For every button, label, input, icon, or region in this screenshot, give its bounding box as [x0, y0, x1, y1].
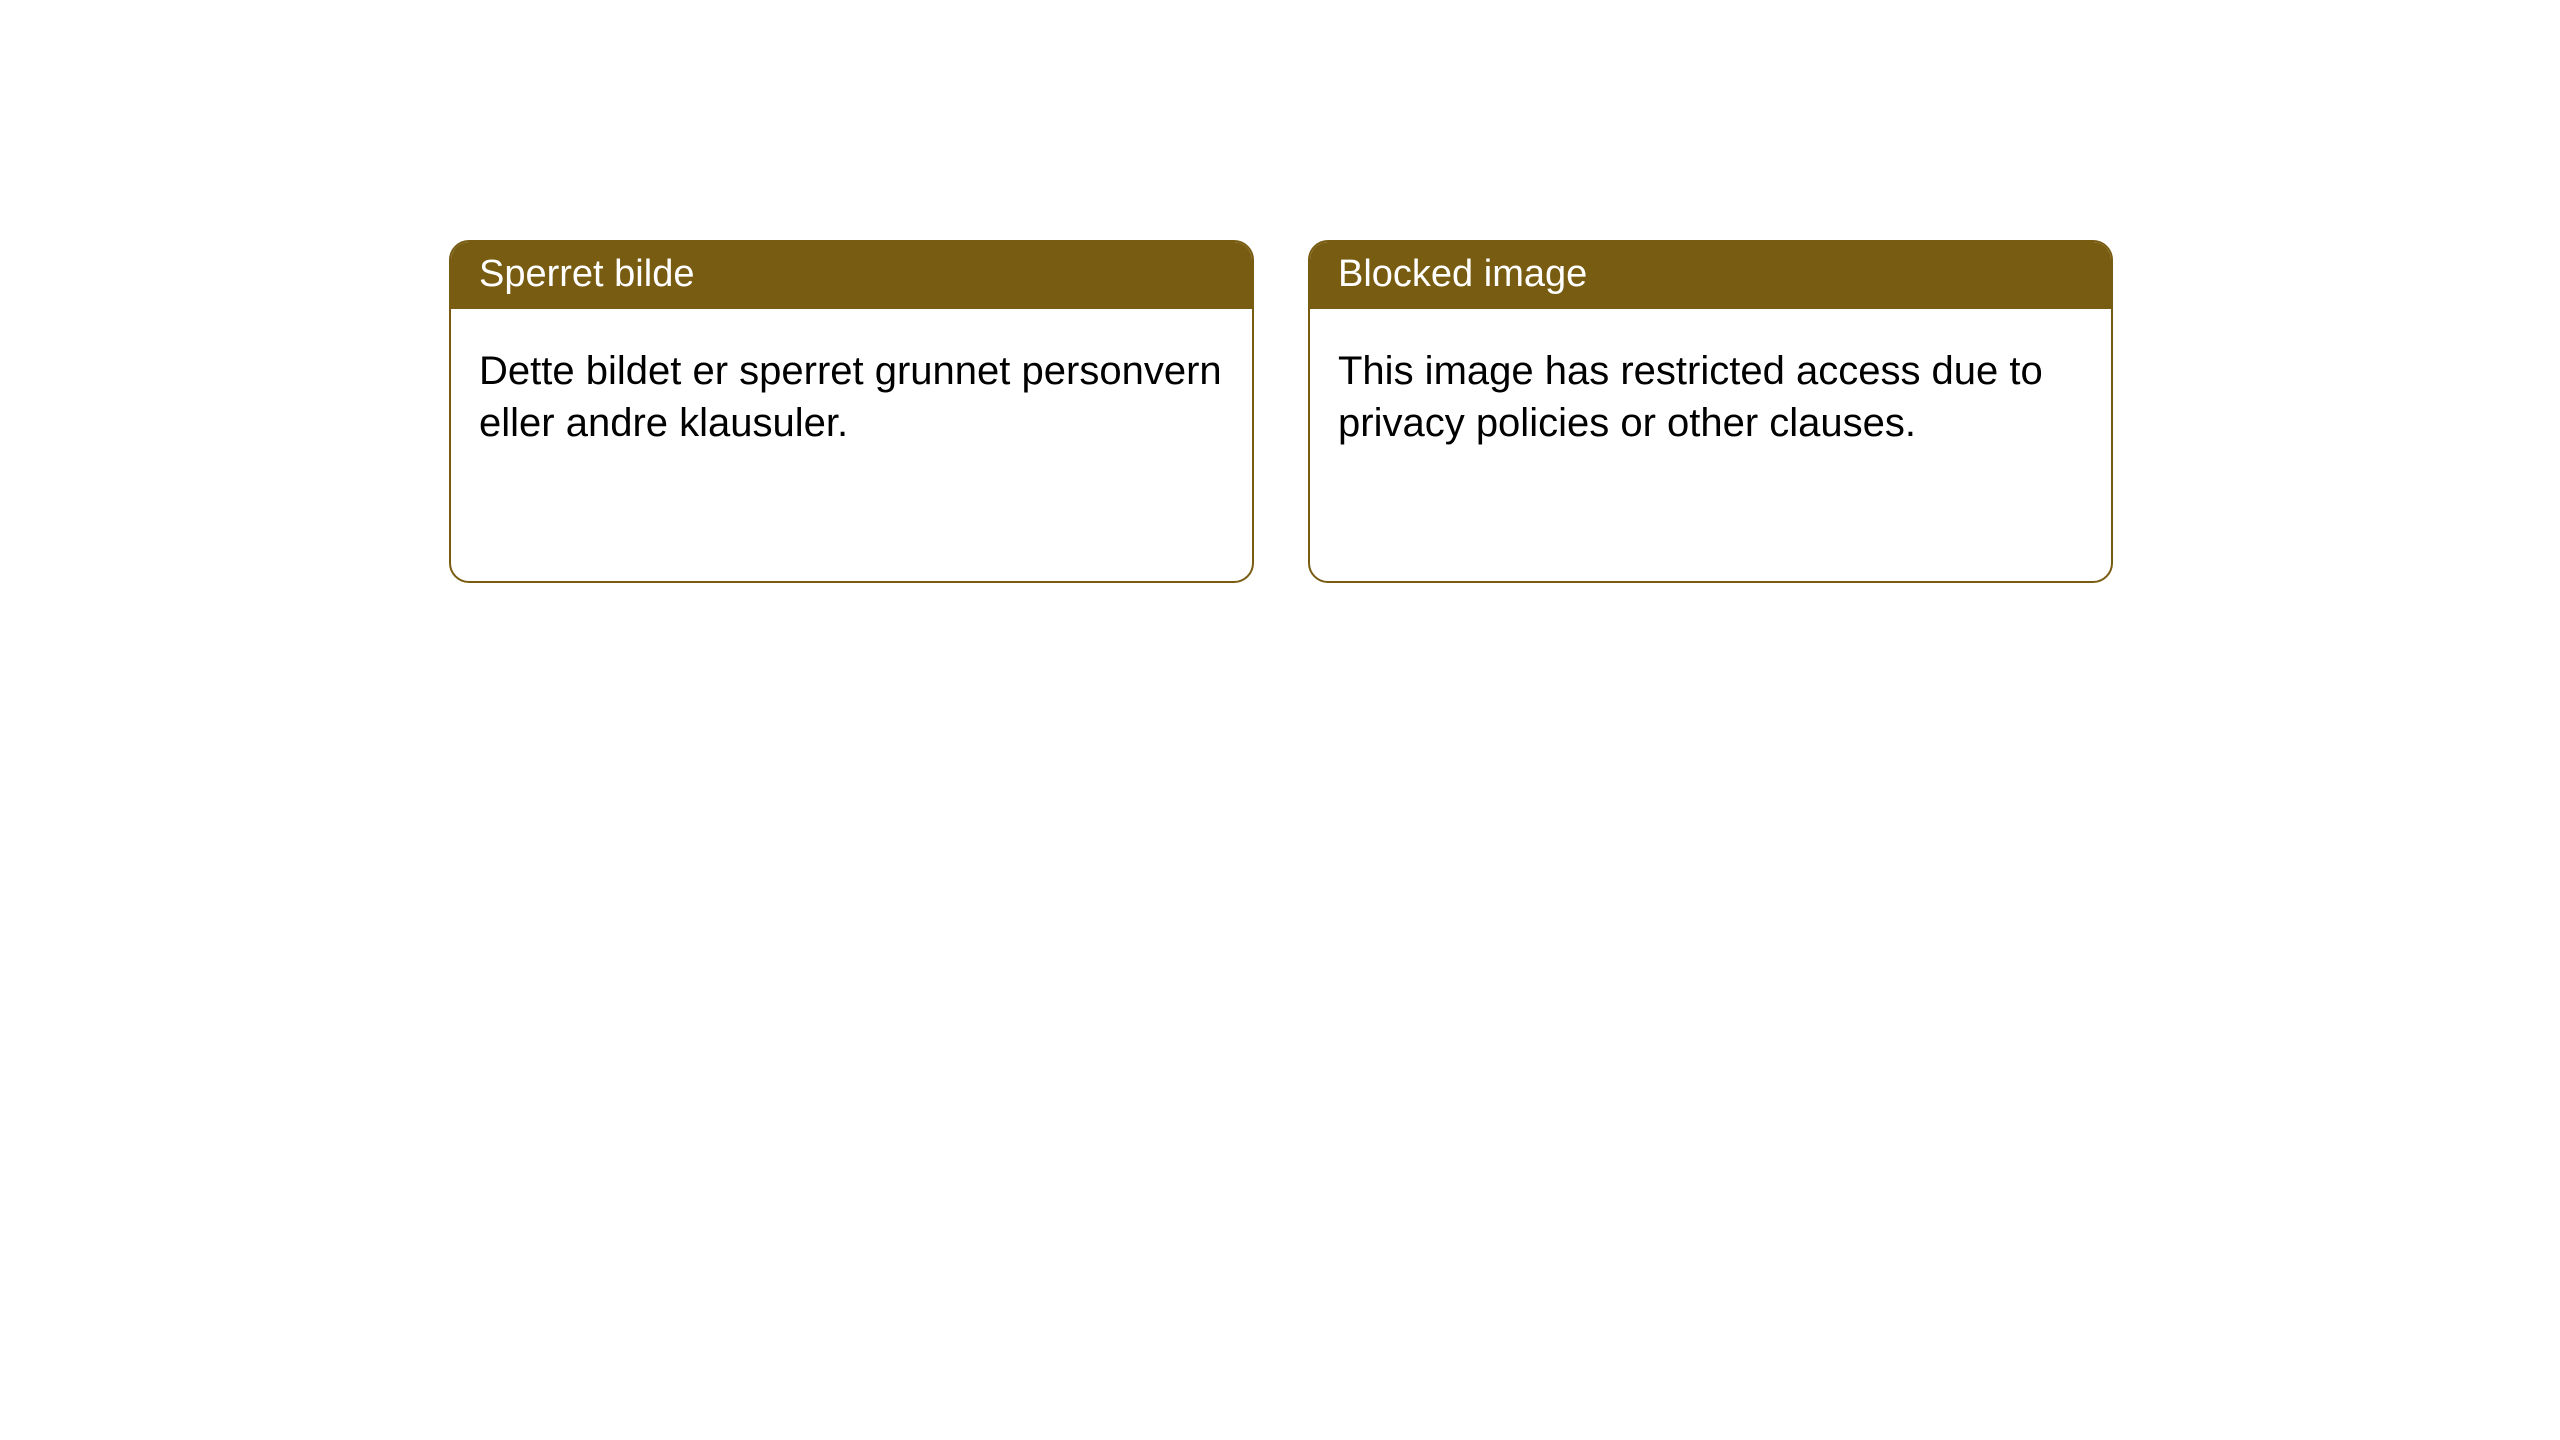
notice-container: Sperret bilde Dette bildet er sperret gr…: [0, 0, 2560, 583]
card-header: Sperret bilde: [451, 242, 1252, 309]
card-header: Blocked image: [1310, 242, 2111, 309]
card-body: This image has restricted access due to …: [1310, 309, 2111, 479]
notice-card-english: Blocked image This image has restricted …: [1308, 240, 2113, 583]
notice-card-norwegian: Sperret bilde Dette bildet er sperret gr…: [449, 240, 1254, 583]
card-body: Dette bildet er sperret grunnet personve…: [451, 309, 1252, 479]
